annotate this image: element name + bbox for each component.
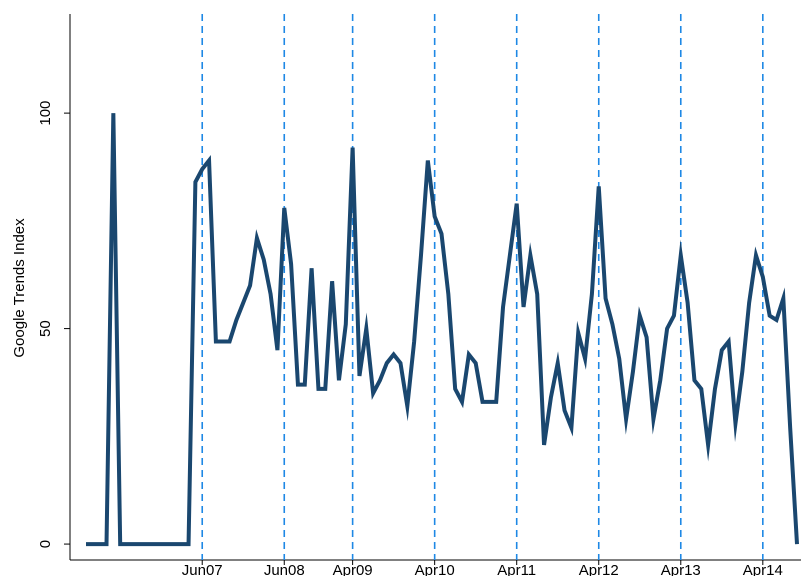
y-tick-label: 100 [37,101,54,126]
x-tick-label: Apr14 [743,562,783,576]
x-tick-label: Apr10 [415,562,455,576]
y-tick-label: 0 [37,540,54,548]
x-tick-label: Apr13 [661,562,701,576]
x-tick-label: Apr11 [497,562,536,576]
x-tick-label: Jun08 [264,562,305,576]
x-tick-label: Jun07 [182,562,223,576]
x-tick-label: Apr12 [579,562,619,576]
y-axis-label: Google Trends Index [11,218,28,358]
y-tick-label: 50 [37,320,54,337]
x-tick-label: Apr09 [333,562,373,576]
line-series [86,113,799,547]
